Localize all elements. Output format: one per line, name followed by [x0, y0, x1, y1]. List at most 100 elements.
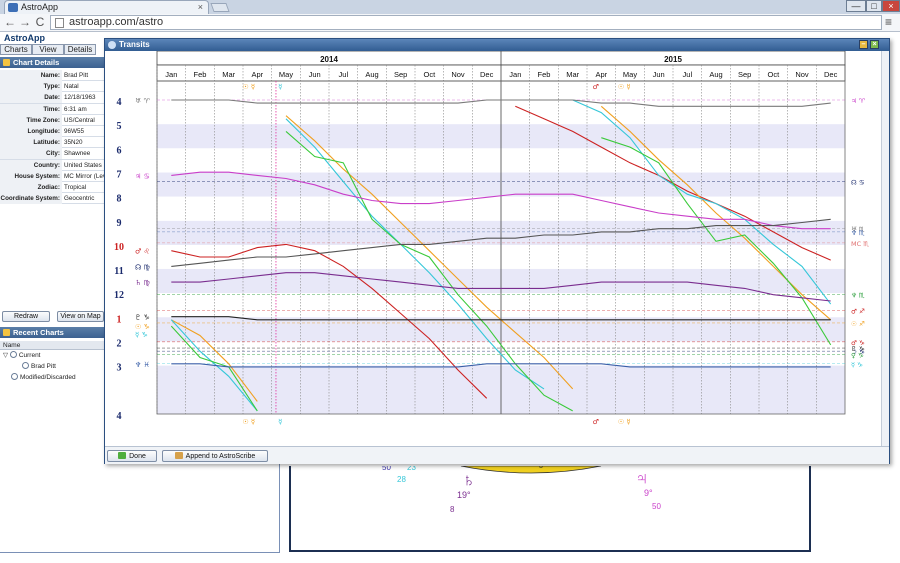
wheel-label: 3	[539, 466, 543, 470]
redraw-button[interactable]: Redraw	[2, 311, 50, 322]
ingress-label-bottom: ☿	[278, 418, 282, 426]
transit-series-line	[171, 363, 831, 368]
month-label: Jan	[509, 70, 521, 79]
house-number-label: 10	[114, 242, 124, 253]
collapse-icon[interactable]	[3, 329, 10, 336]
recent-charts-column-header[interactable]: Name	[0, 341, 104, 350]
month-label: Nov	[795, 70, 809, 79]
view-on-map-button[interactable]: View on Map	[57, 311, 104, 322]
detail-value: Geocentric	[64, 195, 95, 203]
detail-value: 35N20	[64, 139, 83, 147]
ingress-label-bottom: ♂	[592, 418, 598, 426]
dialog-scrollbar[interactable]	[881, 51, 889, 446]
natal-planet-label-right: ☉ ♐	[851, 320, 865, 328]
chart-details-title: Chart Details	[13, 58, 60, 67]
transit-series-line	[171, 243, 488, 399]
tab-charts[interactable]: Charts	[0, 44, 32, 55]
month-label: Oct	[423, 70, 436, 79]
chart-details-header[interactable]: Chart Details	[0, 57, 104, 68]
forward-arrow-icon[interactable]: →	[19, 15, 31, 29]
natal-planet-label-left: ♇ ♑	[135, 314, 150, 322]
tab-close-icon[interactable]: ×	[197, 2, 203, 12]
back-arrow-icon[interactable]: ←	[4, 15, 16, 29]
detail-value: United States	[64, 161, 102, 169]
month-label: Dec	[824, 70, 838, 79]
house-number-label: 4	[117, 97, 122, 108]
astroapp-favicon-icon	[8, 3, 18, 12]
transits-dialog: Transits – × 2014 2015 Jan Feb Mar Apr May Jun J…	[104, 38, 890, 464]
detail-row: Time Zone: US/Central	[0, 114, 104, 126]
browser-tab[interactable]: AstroApp ×	[4, 0, 209, 14]
reload-icon[interactable]: C	[35, 15, 45, 29]
natal-planet-label-right: ♃ ♈	[851, 97, 865, 105]
natal-planet-label-right: ♂ ♑	[851, 339, 865, 347]
recent-charts-header[interactable]: Recent Charts	[0, 327, 104, 338]
detail-value: US/Central	[64, 116, 95, 124]
wheel-label: 19°	[457, 490, 471, 500]
transit-series-line	[285, 130, 573, 412]
detail-label: Time Zone:	[0, 114, 62, 126]
month-label: Aug	[709, 70, 722, 79]
dialog-footer: Done Append to AstroScribe	[105, 446, 889, 464]
month-label: Oct	[767, 70, 780, 79]
chart-wheel-area[interactable]: 50 23 28 ♄ 19° 8 3 ♃ 9° 50	[289, 466, 811, 552]
natal-planet-label-right: ☊ ♋	[851, 179, 865, 187]
detail-label: Type:	[0, 81, 62, 93]
tab-view[interactable]: View	[32, 44, 64, 55]
detail-label: Name:	[0, 70, 62, 81]
month-label: Sep	[394, 70, 407, 79]
window-close-button[interactable]: ×	[882, 0, 900, 12]
detail-row: Longitude: 96W55	[0, 126, 104, 138]
house-number-label: 8	[117, 194, 122, 205]
natal-planet-label-right: ☿ ♑	[851, 361, 863, 369]
tree-item-brad-pitt[interactable]: Brad Pitt	[22, 362, 56, 371]
detail-label: House System:	[0, 170, 62, 182]
house-number-label: 5	[117, 121, 122, 132]
month-label: May	[279, 70, 293, 79]
transit-series-line	[171, 316, 831, 321]
done-button-label: Done	[129, 453, 146, 460]
window-minimize-button[interactable]: —	[846, 0, 866, 12]
month-label: Mar	[566, 70, 579, 79]
detail-label: Latitude:	[0, 137, 62, 149]
house-number-label: 4	[117, 411, 122, 422]
wheel-label: 9°	[644, 488, 653, 498]
month-label: May	[623, 70, 637, 79]
tab-details[interactable]: Details	[64, 44, 96, 55]
dialog-titlebar[interactable]: Transits – ×	[105, 39, 889, 51]
transit-series-line	[171, 171, 831, 230]
month-label: Jun	[653, 70, 665, 79]
append-astroscribe-button[interactable]: Append to AstroScribe	[162, 450, 268, 462]
append-button-label: Append to AstroScribe	[185, 453, 256, 460]
collapse-icon[interactable]	[3, 59, 10, 66]
ingress-label-top: ☉ ☿	[242, 83, 255, 91]
transit-series-line	[171, 99, 831, 107]
natal-planet-label-right: ♆ ♏	[851, 229, 865, 237]
tree-item-modified[interactable]: Modified/Discarded	[11, 373, 76, 382]
new-tab-button[interactable]	[210, 3, 230, 12]
natal-planet-label-left: ♅ ♈	[135, 97, 151, 105]
done-button[interactable]: Done	[107, 450, 157, 462]
window-maximize-button[interactable]: □	[866, 0, 882, 12]
browser-navbar: ← → C astroapp.com/astro ≡	[0, 14, 900, 32]
address-bar[interactable]: astroapp.com/astro	[50, 15, 882, 30]
tree-item-current[interactable]: ▽ Current	[3, 351, 41, 359]
house-number-label: 12	[114, 290, 124, 301]
dialog-close-button[interactable]: ×	[870, 40, 879, 49]
transits-chart: 2014 2015 Jan Feb Mar Apr May Jun Jul Aug Sep Oct No…	[114, 51, 869, 426]
dialog-minimize-button[interactable]: –	[859, 40, 868, 49]
transit-series-line	[170, 325, 258, 412]
detail-label: Zodiac:	[0, 182, 62, 193]
browser-menu-icon[interactable]: ≡	[885, 15, 893, 29]
recent-charts-title: Recent Charts	[13, 328, 64, 337]
detail-row: House System: MC Mirror (Lev	[0, 170, 104, 182]
natal-planet-label-left: ♆ ♓	[135, 361, 150, 369]
chart-wheel-svg	[460, 466, 602, 474]
folder-circle-icon	[9, 351, 17, 358]
tree-item-label: Modified/Discarded	[20, 374, 76, 381]
detail-row: Date: 12/18/1963	[0, 92, 104, 104]
detail-value: MC Mirror (Lev	[64, 172, 104, 180]
house-number-label: 7	[117, 170, 122, 181]
natal-planet-label-left: ♂ ♌	[135, 248, 150, 256]
wheel-label: ♃	[635, 468, 649, 488]
